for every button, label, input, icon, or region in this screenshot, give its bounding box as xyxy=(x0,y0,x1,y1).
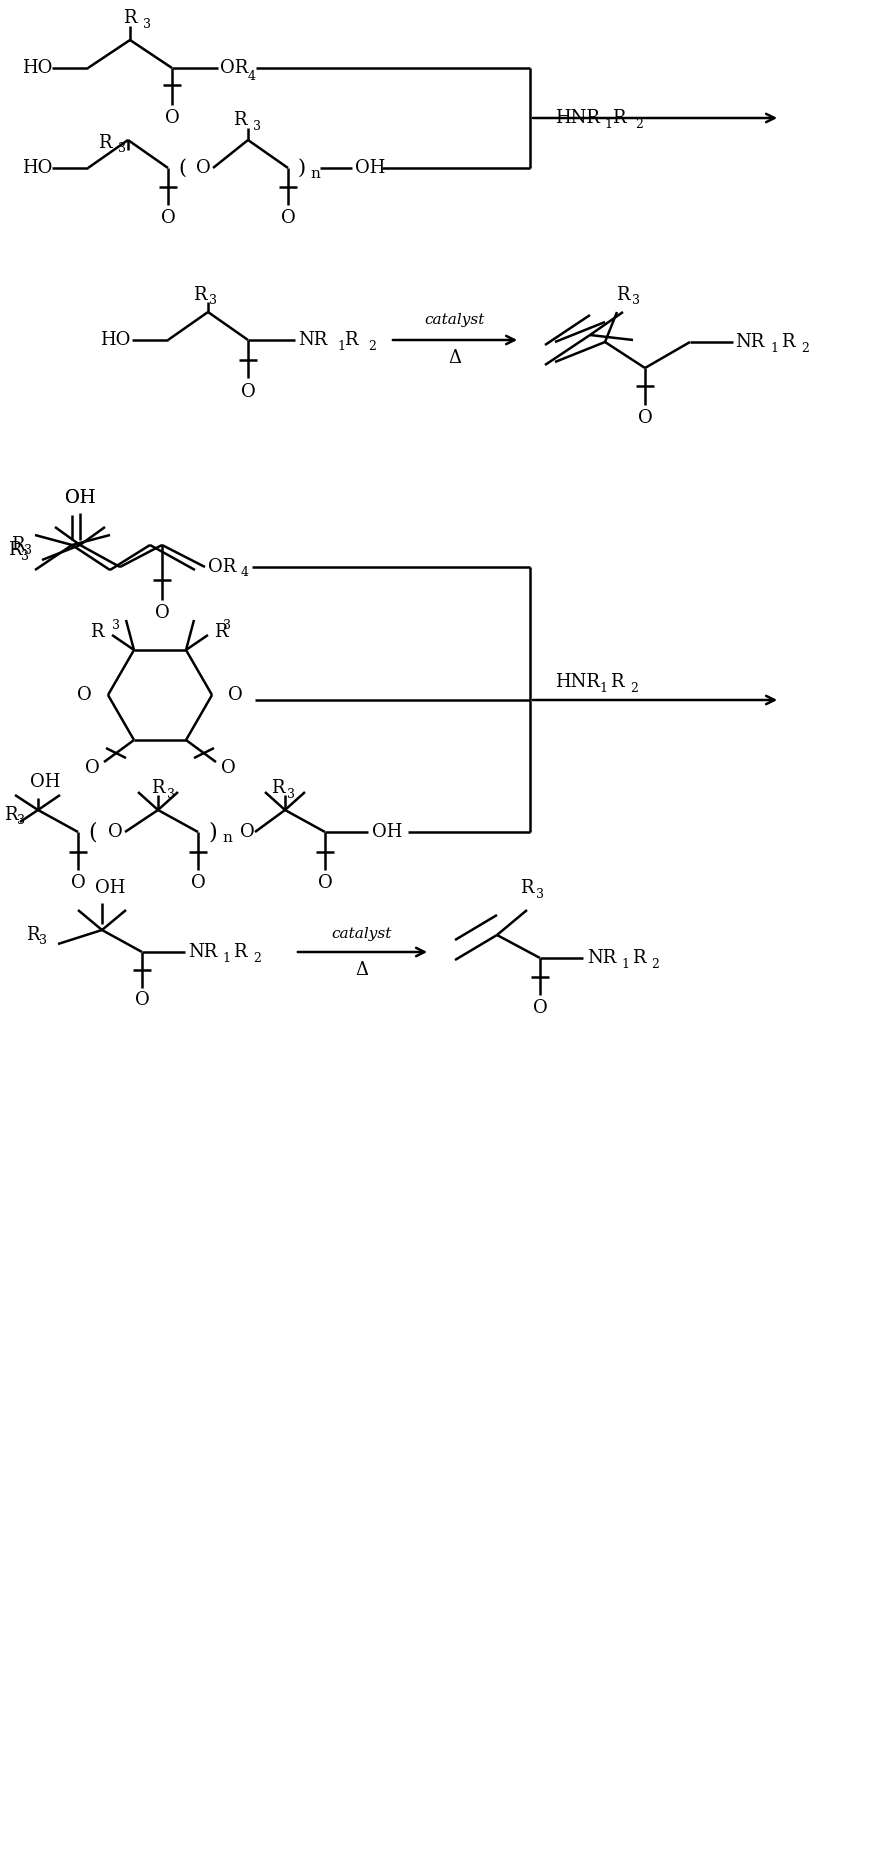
Text: O: O xyxy=(160,209,176,228)
Text: 1: 1 xyxy=(222,951,230,964)
Text: R: R xyxy=(612,108,625,127)
Text: R: R xyxy=(99,134,112,151)
Text: Δ: Δ xyxy=(449,349,461,366)
Text: 3: 3 xyxy=(39,934,47,947)
Text: OH: OH xyxy=(30,773,60,790)
Text: HO: HO xyxy=(100,331,131,349)
Text: HO: HO xyxy=(22,60,52,77)
Text: 3: 3 xyxy=(167,788,175,801)
Text: ): ) xyxy=(298,159,306,177)
Text: R: R xyxy=(781,333,795,351)
Text: 1: 1 xyxy=(604,118,612,131)
Text: R: R xyxy=(124,9,137,26)
Text: R: R xyxy=(27,927,40,943)
Text: (: ( xyxy=(89,822,98,842)
Text: R: R xyxy=(344,331,358,349)
Text: HO: HO xyxy=(22,159,52,177)
Text: HNR: HNR xyxy=(555,672,600,691)
Text: R: R xyxy=(616,286,630,304)
Text: 3: 3 xyxy=(143,17,151,30)
Text: O: O xyxy=(317,874,332,893)
Text: 2: 2 xyxy=(651,958,659,971)
Text: 3: 3 xyxy=(287,788,295,801)
Text: O: O xyxy=(240,824,254,841)
Text: R: R xyxy=(521,880,534,897)
Text: R: R xyxy=(233,943,246,960)
Text: R: R xyxy=(271,779,285,798)
Text: O: O xyxy=(134,992,150,1009)
Text: O: O xyxy=(191,874,205,893)
Text: OH: OH xyxy=(65,489,95,506)
Text: 2: 2 xyxy=(368,340,376,353)
Text: OR: OR xyxy=(220,60,248,77)
Text: O: O xyxy=(532,999,547,1016)
Text: R: R xyxy=(151,779,165,798)
Text: 3: 3 xyxy=(118,142,126,155)
Text: OH: OH xyxy=(65,489,95,506)
Text: NR: NR xyxy=(587,949,616,968)
Text: 2: 2 xyxy=(801,342,809,355)
Text: R: R xyxy=(4,805,18,824)
Text: 3: 3 xyxy=(632,295,640,308)
Text: 3: 3 xyxy=(209,295,217,308)
Text: NR: NR xyxy=(735,333,764,351)
Text: O: O xyxy=(71,874,85,893)
Text: 3: 3 xyxy=(24,544,32,557)
Text: 1: 1 xyxy=(599,682,607,695)
Text: O: O xyxy=(241,383,255,402)
Text: O: O xyxy=(638,409,652,428)
Text: 1: 1 xyxy=(621,958,629,971)
Text: O: O xyxy=(280,209,296,228)
Text: 2: 2 xyxy=(253,951,261,964)
Text: R: R xyxy=(8,542,22,559)
Text: NR: NR xyxy=(188,943,217,960)
Text: O: O xyxy=(108,824,123,841)
Text: 4: 4 xyxy=(248,69,256,82)
Text: 3: 3 xyxy=(223,620,231,633)
Text: 2: 2 xyxy=(630,682,638,695)
Text: OH: OH xyxy=(95,880,125,897)
Text: 3: 3 xyxy=(112,620,120,633)
Text: 3: 3 xyxy=(253,120,261,133)
Text: 4: 4 xyxy=(241,566,249,579)
Text: O: O xyxy=(165,108,179,127)
Text: O: O xyxy=(84,758,99,777)
Text: O: O xyxy=(220,758,236,777)
Text: 3: 3 xyxy=(536,887,544,900)
Text: catalyst: catalyst xyxy=(425,314,486,327)
Text: O: O xyxy=(77,686,92,704)
Text: R: R xyxy=(12,536,25,555)
Text: R: R xyxy=(90,622,104,641)
Text: NR: NR xyxy=(298,331,327,349)
Text: R: R xyxy=(233,110,246,129)
Text: 3: 3 xyxy=(21,549,29,562)
Text: catalyst: catalyst xyxy=(332,927,392,941)
Text: O: O xyxy=(228,686,243,704)
Text: OH: OH xyxy=(355,159,385,177)
Text: (: ( xyxy=(178,159,186,177)
Text: 1: 1 xyxy=(337,340,345,353)
Text: n: n xyxy=(310,166,320,181)
Text: R: R xyxy=(194,286,207,304)
Text: Δ: Δ xyxy=(356,960,368,979)
Text: R: R xyxy=(214,622,228,641)
Text: 2: 2 xyxy=(635,118,642,131)
Text: ): ) xyxy=(209,822,218,842)
Text: O: O xyxy=(196,159,211,177)
Text: n: n xyxy=(222,831,232,844)
Text: OH: OH xyxy=(372,824,402,841)
Text: OR: OR xyxy=(208,559,237,575)
Text: R: R xyxy=(632,949,645,968)
Text: 1: 1 xyxy=(770,342,778,355)
Text: 3: 3 xyxy=(17,814,25,828)
Text: O: O xyxy=(155,603,169,622)
Text: R: R xyxy=(610,672,624,691)
Text: HNR: HNR xyxy=(555,108,600,127)
